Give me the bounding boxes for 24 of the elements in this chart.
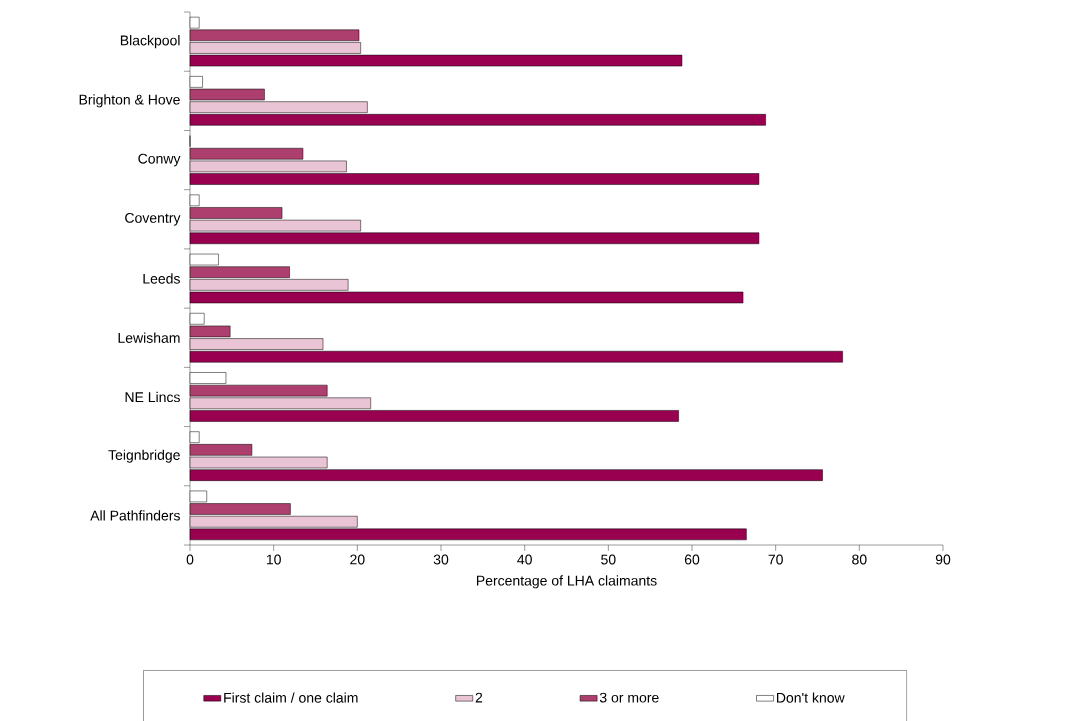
- y-tick-label: Brighton & Hove: [79, 94, 180, 108]
- y-tick-label: NE Lincs: [125, 391, 180, 403]
- x-tick-label: 10: [266, 554, 281, 565]
- legend-label: 3 or more: [599, 692, 659, 703]
- y-tick-label: All Pathfinders: [90, 510, 180, 521]
- x-tick-label: 0: [186, 554, 194, 565]
- y-tick-label: Lewisham: [118, 332, 180, 343]
- x-tick-label: 20: [350, 554, 365, 565]
- x-tick-label: 60: [684, 554, 700, 565]
- x-axis-title: Percentage of LHA claimants: [476, 575, 657, 589]
- x-tick-label: 40: [517, 554, 532, 565]
- y-tick-label: Coventry: [125, 212, 181, 226]
- y-tick-label: Conwy: [138, 153, 181, 167]
- x-tick-label: 50: [601, 554, 616, 565]
- y-tick-label: Blackpool: [120, 35, 180, 49]
- legend-label: First claim / one claim: [224, 692, 358, 703]
- legend-label: 2: [475, 692, 483, 703]
- x-tick-label: 80: [852, 554, 867, 565]
- x-tick-label: 70: [768, 554, 783, 565]
- y-tick-label: Teignbridge: [108, 449, 180, 463]
- x-tick-label: 90: [935, 554, 951, 565]
- x-tick-label: 30: [433, 554, 449, 565]
- legend-label: Don't know: [776, 692, 845, 703]
- y-tick-label: Leeds: [143, 273, 180, 284]
